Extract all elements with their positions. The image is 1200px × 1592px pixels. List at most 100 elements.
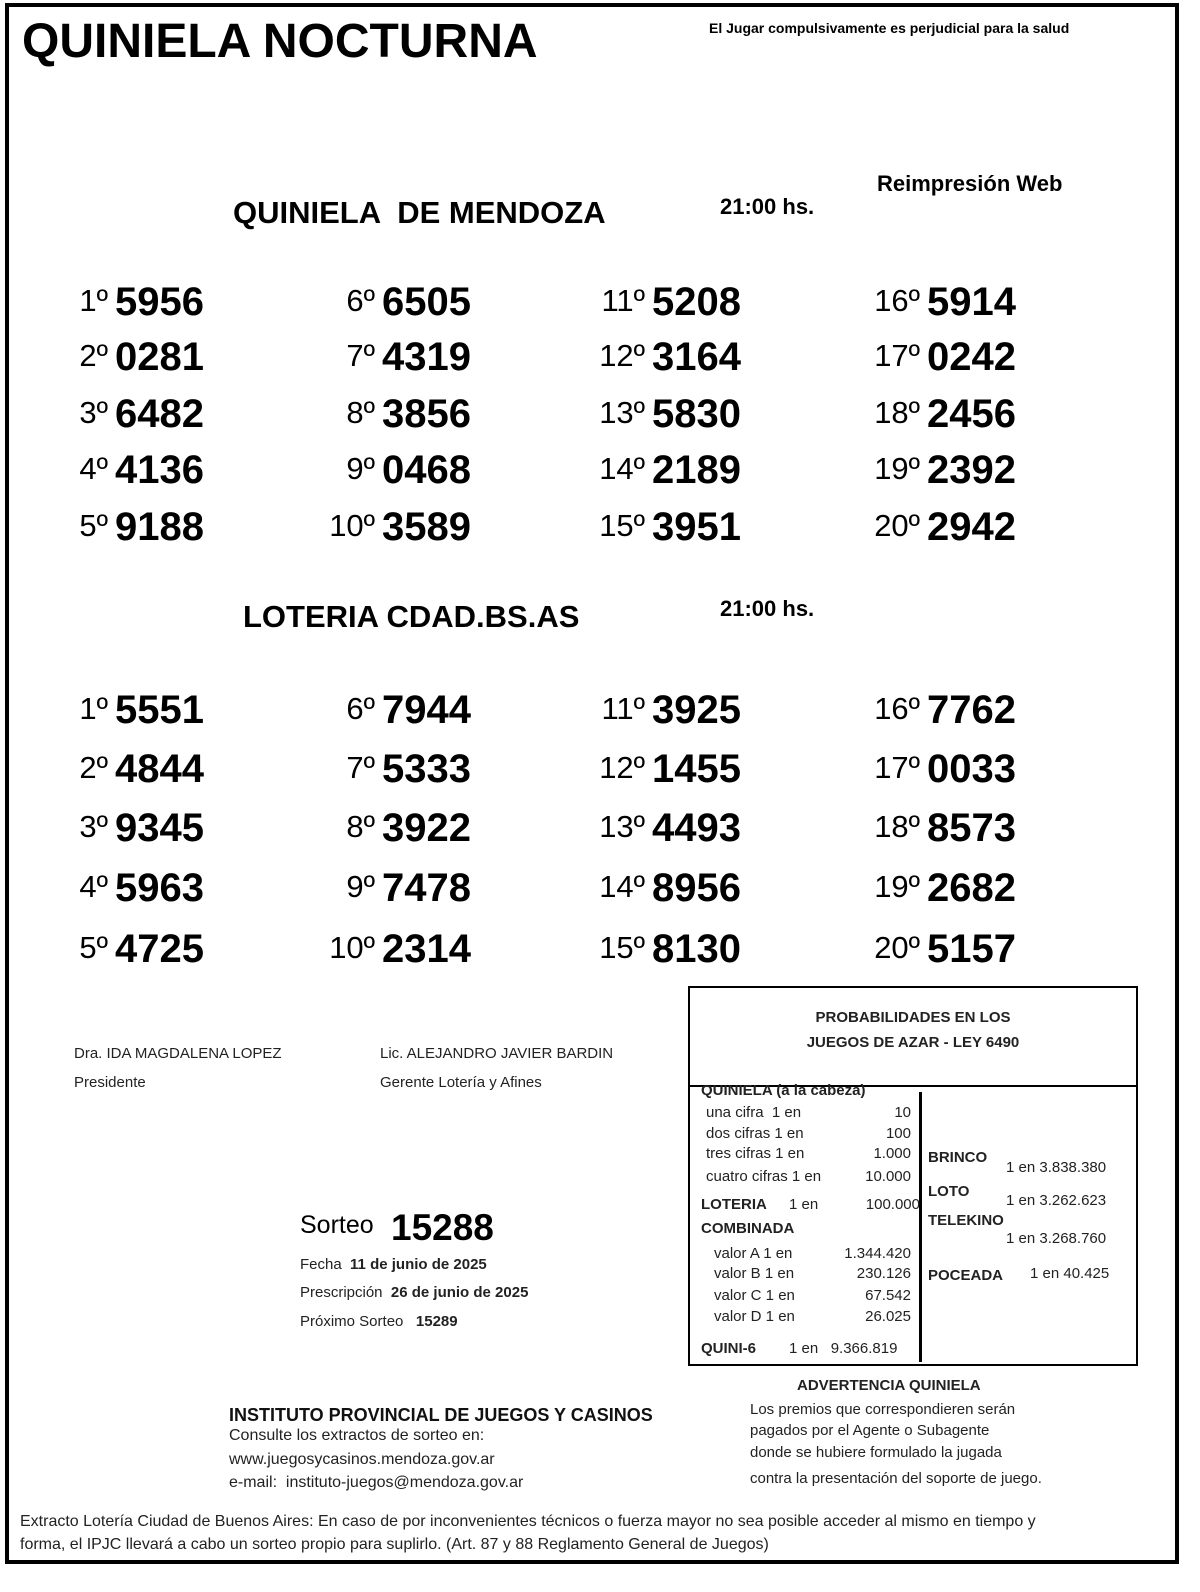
draw-title-mendoza: QUINIELA DE MENDOZA <box>233 195 606 230</box>
result-position: 19º <box>874 451 920 486</box>
institute-website-link[interactable]: www.juegosycasinos.mendoza.gov.ar <box>229 1451 495 1468</box>
result-position: 20º <box>874 508 920 543</box>
probabilities-box <box>688 986 1138 1366</box>
result-number: 5157 <box>927 927 1016 971</box>
result-position: 13º <box>599 809 645 844</box>
page-border <box>5 3 1179 1564</box>
result-position: 20º <box>874 930 920 965</box>
result-position: 16º <box>874 283 920 318</box>
result-number: 9188 <box>115 505 204 549</box>
institute-email-link[interactable]: e-mail: instituto-juegos@mendoza.gov.ar <box>229 1474 524 1491</box>
result-number: 9345 <box>115 806 204 850</box>
fecha-value: 11 de junio de 2025 <box>350 1256 487 1273</box>
divider <box>688 1085 1138 1087</box>
result-number: 4319 <box>382 335 471 379</box>
result-number: 2314 <box>382 927 471 971</box>
prob-value: 1.344.420 <box>844 1245 911 1262</box>
page-title: QUINIELA NOCTURNA <box>22 15 538 68</box>
prob-label: valor D 1 en <box>714 1308 795 1325</box>
result-number: 4493 <box>652 806 741 850</box>
poceada-prob-value: 1 en 40.425 <box>1030 1265 1110 1282</box>
result-position: 2º <box>79 750 108 785</box>
result-number: 6482 <box>115 392 204 436</box>
prob-value: 100 <box>885 1125 911 1142</box>
result-number: 2456 <box>927 392 1016 436</box>
result-position: 17º <box>874 338 920 373</box>
prob-label: valor A 1 en <box>714 1245 793 1262</box>
signature-role: Gerente Lotería y Afines <box>380 1074 542 1091</box>
result-position: 7º <box>346 750 375 785</box>
result-position: 13º <box>599 395 645 430</box>
result-position: 4º <box>79 451 108 486</box>
combinada-prob-title: COMBINADA <box>701 1220 795 1237</box>
prob-label: valor C 1 en <box>714 1287 795 1304</box>
proximo-value: 15289 <box>415 1313 458 1330</box>
result-position: 16º <box>874 691 920 726</box>
result-number: 8130 <box>652 927 741 971</box>
result-number: 7762 <box>927 688 1016 732</box>
advertencia-line: contra la presentación del soporte de ju… <box>750 1470 1042 1487</box>
result-position: 7º <box>346 338 375 373</box>
result-position: 5º <box>79 508 108 543</box>
result-number: 3856 <box>382 392 471 436</box>
prob-value: 230.126 <box>856 1265 911 1282</box>
result-number: 8573 <box>927 806 1016 850</box>
result-number: 5830 <box>652 392 741 436</box>
result-position: 6º <box>346 691 375 726</box>
result-position: 15º <box>599 930 645 965</box>
result-number: 5208 <box>652 280 741 324</box>
sorteo-number: 15288 <box>391 1207 494 1248</box>
prob-value: 10.000 <box>865 1168 911 1185</box>
result-position: 1º <box>79 691 108 726</box>
prob-value: 67.542 <box>865 1287 911 1304</box>
result-position: 14º <box>599 869 645 904</box>
reprint-label: Reimpresión Web <box>877 171 1063 196</box>
institute-consult: Consulte los extractos de sorteo en: <box>229 1427 485 1444</box>
prob-label: una cifra 1 en <box>706 1104 802 1121</box>
result-position: 3º <box>79 395 108 430</box>
loteria-prob-value: 100.000 <box>865 1196 920 1213</box>
brinco-prob-value: 1 en 3.838.380 <box>1006 1159 1107 1176</box>
result-position: 11º <box>601 283 645 318</box>
prescripcion-row: Prescripción 26 de junio de 2025 <box>300 1285 528 1300</box>
advertencia-line: donde se hubiere formulado la jugada <box>750 1444 1002 1461</box>
result-number: 5333 <box>382 747 471 791</box>
loto-prob-label: LOTO <box>928 1183 970 1200</box>
result-number: 0468 <box>382 448 471 492</box>
result-number: 7478 <box>382 866 471 910</box>
telekino-prob-value: 1 en 3.268.760 <box>1006 1230 1107 1247</box>
poceada-prob-label: POCEADA <box>928 1267 1004 1284</box>
result-position: 15º <box>599 508 645 543</box>
result-number: 3589 <box>382 505 471 549</box>
advertencia-line: pagados por el Agente o Subagente <box>750 1422 990 1439</box>
result-number: 8956 <box>652 866 741 910</box>
result-number: 5551 <box>115 688 204 732</box>
result-position: 12º <box>599 338 645 373</box>
prob-value: 10 <box>894 1104 911 1121</box>
result-number: 0242 <box>927 335 1016 379</box>
prob-label: cuatro cifras 1 en <box>706 1168 822 1185</box>
telekino-prob-label: TELEKINO <box>928 1212 1004 1229</box>
result-number: 3922 <box>382 806 471 850</box>
fecha-label: Fecha <box>300 1256 342 1273</box>
institute-name: INSTITUTO PROVINCIAL DE JUEGOS Y CASINOS <box>229 1405 653 1425</box>
result-position: 1º <box>79 283 108 318</box>
sorteo-label: Sorteo <box>300 1211 374 1239</box>
signature-role: Presidente <box>74 1074 146 1091</box>
probabilities-subtitle: JUEGOS DE AZAR - LEY 6490 <box>806 1034 1020 1051</box>
result-number: 5963 <box>115 866 204 910</box>
proximo-label: Próximo Sorteo <box>300 1313 404 1330</box>
fecha-row: Fecha 11 de junio de 2025 <box>300 1257 487 1272</box>
result-number: 0281 <box>115 335 204 379</box>
prob-label: valor B 1 en <box>714 1265 795 1282</box>
quini6-prob-label: QUINI-6 <box>701 1340 757 1357</box>
result-position: 10º <box>329 508 375 543</box>
divider <box>919 1092 922 1362</box>
result-position: 2º <box>79 338 108 373</box>
probabilities-title: PROBABILIDADES EN LOS <box>815 1009 1011 1026</box>
quiniela-prob-title: QUINIELA (a la cabeza) <box>701 1082 866 1099</box>
result-number: 4725 <box>115 927 204 971</box>
advertencia-line: Los premios que correspondieren serán <box>750 1401 1016 1418</box>
result-position: 4º <box>79 869 108 904</box>
draw-title-ciudad: LOTERIA CDAD.BS.AS <box>243 599 580 634</box>
